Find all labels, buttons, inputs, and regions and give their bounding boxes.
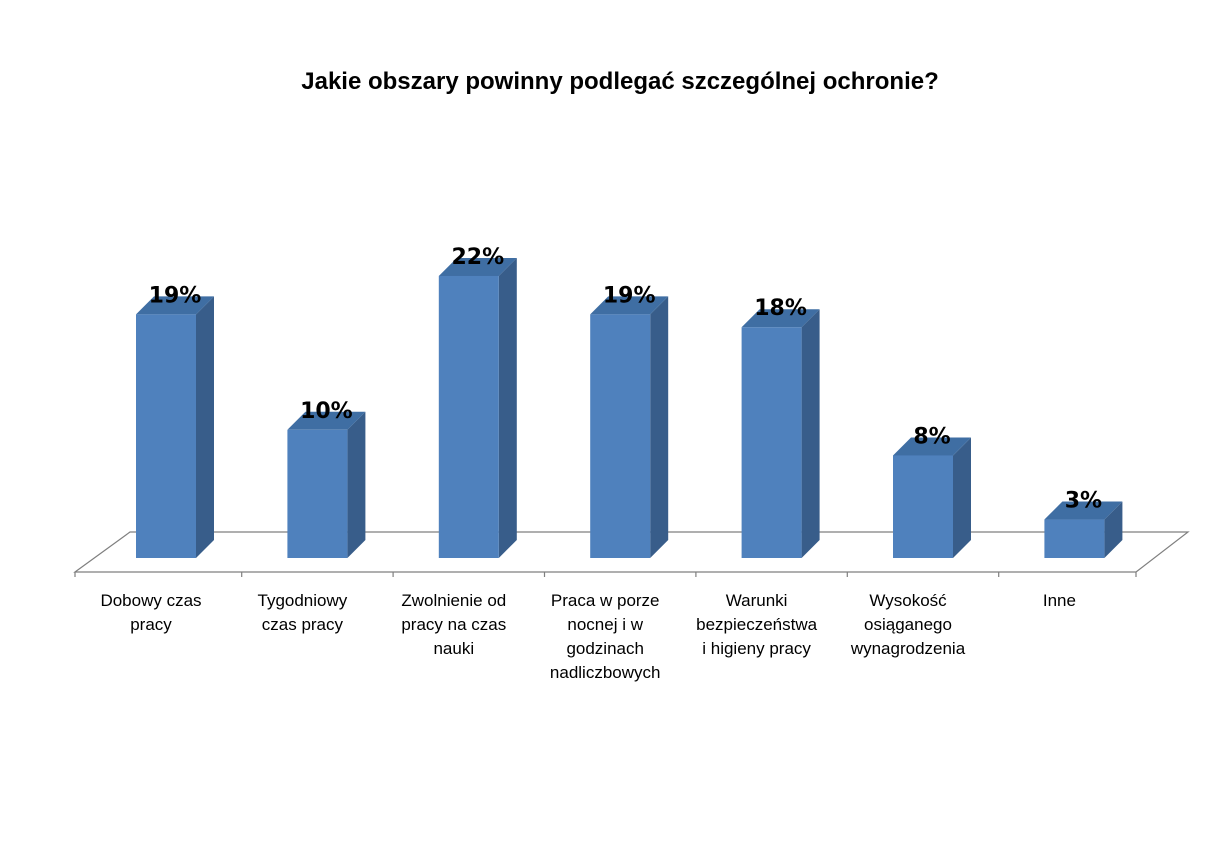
bar-side	[650, 296, 669, 558]
x-tick-label: Inne	[1043, 591, 1076, 610]
bar-top	[136, 296, 214, 315]
bar	[438, 275, 499, 558]
x-tick-label: Tygodniowy	[258, 591, 348, 610]
x-tick-label: Praca w porze	[551, 591, 660, 610]
x-tick-label: Dobowy czas	[100, 591, 201, 610]
x-tick-label: bezpieczeństwa	[696, 615, 818, 634]
bar-side	[801, 309, 820, 558]
x-tick-label: Wysokość	[869, 591, 947, 610]
data-label: 19%	[149, 283, 202, 308]
bar-top	[893, 437, 971, 456]
bar-side	[953, 437, 971, 558]
bar	[590, 314, 651, 558]
chart-title: Jakie obszary powinny podlegać szczególn…	[301, 68, 939, 95]
bar	[893, 455, 953, 558]
bar-side	[196, 296, 214, 558]
bar	[136, 314, 196, 558]
bar-top	[287, 411, 366, 430]
x-tick-label: Warunki	[726, 591, 788, 610]
x-tick-label: wynagrodzenia	[850, 639, 966, 658]
bar	[1044, 519, 1105, 558]
chart-floor	[73, 531, 1190, 573]
bar-side	[1104, 501, 1123, 558]
bar-top	[438, 257, 517, 276]
bar-top	[1044, 501, 1123, 520]
bar-side	[347, 411, 366, 558]
x-tick-label: nocnej i w	[567, 615, 643, 634]
x-tick-label: godzinach	[566, 639, 644, 658]
bar-top	[590, 296, 669, 315]
data-label: 8%	[913, 424, 950, 449]
data-label: 18%	[754, 296, 807, 321]
data-label: 3%	[1065, 489, 1102, 514]
data-label: 22%	[451, 245, 504, 270]
x-tick-label: pracy	[130, 615, 172, 634]
x-tick-label: nadliczbowych	[550, 663, 661, 682]
x-tick-label: czas pracy	[262, 615, 344, 634]
bar-top	[741, 309, 820, 328]
bar-side	[498, 257, 517, 558]
bar	[287, 429, 348, 558]
bar	[741, 327, 802, 558]
x-tick-label: i higieny pracy	[702, 639, 811, 658]
x-tick-label: nauki	[433, 639, 474, 658]
data-label: 10%	[300, 399, 353, 424]
data-label: 19%	[603, 283, 656, 308]
x-tick-label: pracy na czas	[401, 615, 506, 634]
x-tick-label: osiąganego	[864, 615, 952, 634]
x-tick-label: Zwolnienie od	[401, 591, 506, 610]
